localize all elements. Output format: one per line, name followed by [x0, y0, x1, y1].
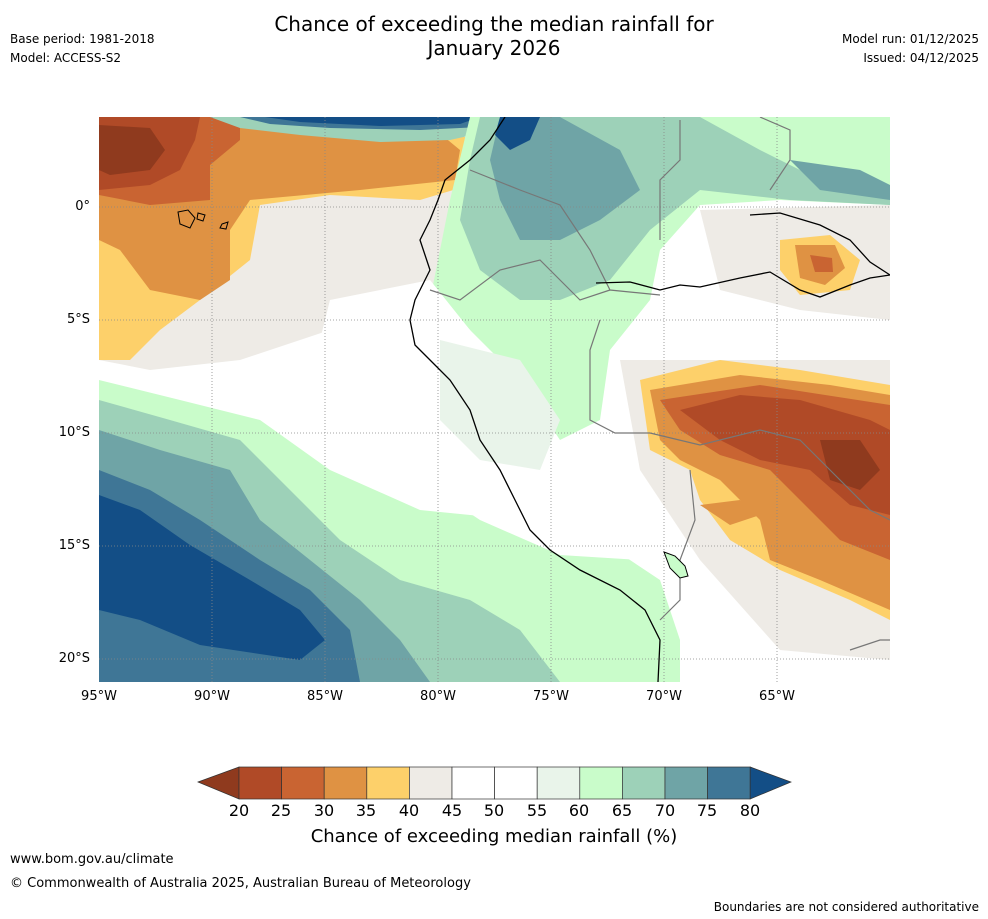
region-75-amazon	[490, 117, 640, 240]
region-30-northeast	[810, 255, 833, 272]
colorbar-extend-low	[197, 766, 240, 800]
lat-label-20s: 20°S	[58, 651, 90, 666]
region-25-east	[680, 395, 890, 515]
colorbar-tick-35: 35	[355, 801, 377, 820]
lake-titicaca	[663, 551, 689, 579]
lat-label-5s: 5°S	[66, 312, 90, 327]
colorbar-tick-75: 75	[696, 801, 718, 820]
colorbar-tick-50: 50	[483, 801, 505, 820]
colorbar-tick-40: 40	[398, 801, 420, 820]
region-85-south-pacific	[99, 495, 325, 660]
colorbar-bin-65-70	[622, 766, 666, 800]
lon-label-65w: 65°W	[759, 689, 795, 704]
colorbar-tick-30: 30	[313, 801, 335, 820]
colorbar-bin-75-80	[707, 766, 751, 800]
colorbar-tick-60: 60	[568, 801, 590, 820]
region-20-east	[820, 440, 880, 490]
colorbar-bin-45-50	[451, 766, 495, 800]
colorbar-bin-70-75	[664, 766, 708, 800]
model-run-label: Model run: 01/12/2025	[841, 32, 979, 46]
colorbar-bin-25-30	[281, 766, 325, 800]
copyright-text: © Commonwealth of Australia 2025, Austra…	[10, 876, 471, 891]
lon-label-75w: 75°W	[533, 689, 569, 704]
region-75-northeast	[790, 160, 890, 200]
region-20-northwest	[99, 125, 165, 175]
issued-label: Issued: 04/12/2025	[863, 51, 979, 65]
lat-label-10s: 10°S	[58, 425, 90, 440]
colorbar-bin-60-65	[579, 766, 623, 800]
base-period-label: Base period: 1981-2018	[10, 32, 155, 46]
region-85-north-pacific	[265, 117, 480, 126]
region-35-east-patch	[700, 500, 760, 525]
disclaimer-text: Boundaries are not considered authoritat…	[713, 900, 979, 914]
website-link[interactable]: www.bom.gov.au/climate	[10, 852, 174, 867]
colorbar-tick-25: 25	[270, 801, 292, 820]
title-line-1: Chance of exceeding the median rainfall …	[274, 12, 714, 36]
graticule	[99, 117, 890, 682]
model-label: Model: ACCESS-S2	[10, 51, 122, 65]
colorbar-extend-high	[749, 766, 792, 800]
lat-label-15s: 15°S	[58, 538, 90, 553]
colorbar-bin-50-55	[494, 766, 538, 800]
colorbar-bin-55-60	[536, 766, 581, 800]
colorbar-tick-70: 70	[654, 801, 676, 820]
colorbar-tick-20: 20	[228, 801, 250, 820]
lon-label-95w: 95°W	[81, 689, 117, 704]
colorbar-bin-20-25	[238, 766, 282, 800]
region-85-amazon	[495, 117, 540, 150]
lon-label-70w: 70°W	[646, 689, 682, 704]
colorbar-label: Chance of exceeding median rainfall (%)	[310, 826, 678, 847]
colorbar-tick-55: 55	[526, 801, 548, 820]
map-contours	[99, 117, 890, 682]
colorbar-bin-40-45	[409, 766, 453, 800]
colorbar-tick-45: 45	[441, 801, 463, 820]
region-60-coast	[440, 340, 560, 470]
lon-label-85w: 85°W	[307, 689, 343, 704]
colorbar-bin-35-40	[366, 766, 410, 800]
title-line-2: January 2026	[427, 36, 561, 60]
country-borders	[429, 117, 890, 651]
colorbar	[197, 766, 792, 800]
galapagos-islands	[177, 209, 229, 230]
colorbar-tick-65: 65	[611, 801, 633, 820]
lon-label-90w: 90°W	[194, 689, 230, 704]
coastline	[409, 117, 890, 682]
colorbar-tick-80: 80	[739, 801, 761, 820]
lon-label-80w: 80°W	[420, 689, 456, 704]
lat-label-0: 0°	[75, 199, 90, 214]
chart-title: Chance of exceeding the median rainfall …	[0, 12, 988, 60]
colorbar-bin-30-35	[323, 766, 368, 800]
